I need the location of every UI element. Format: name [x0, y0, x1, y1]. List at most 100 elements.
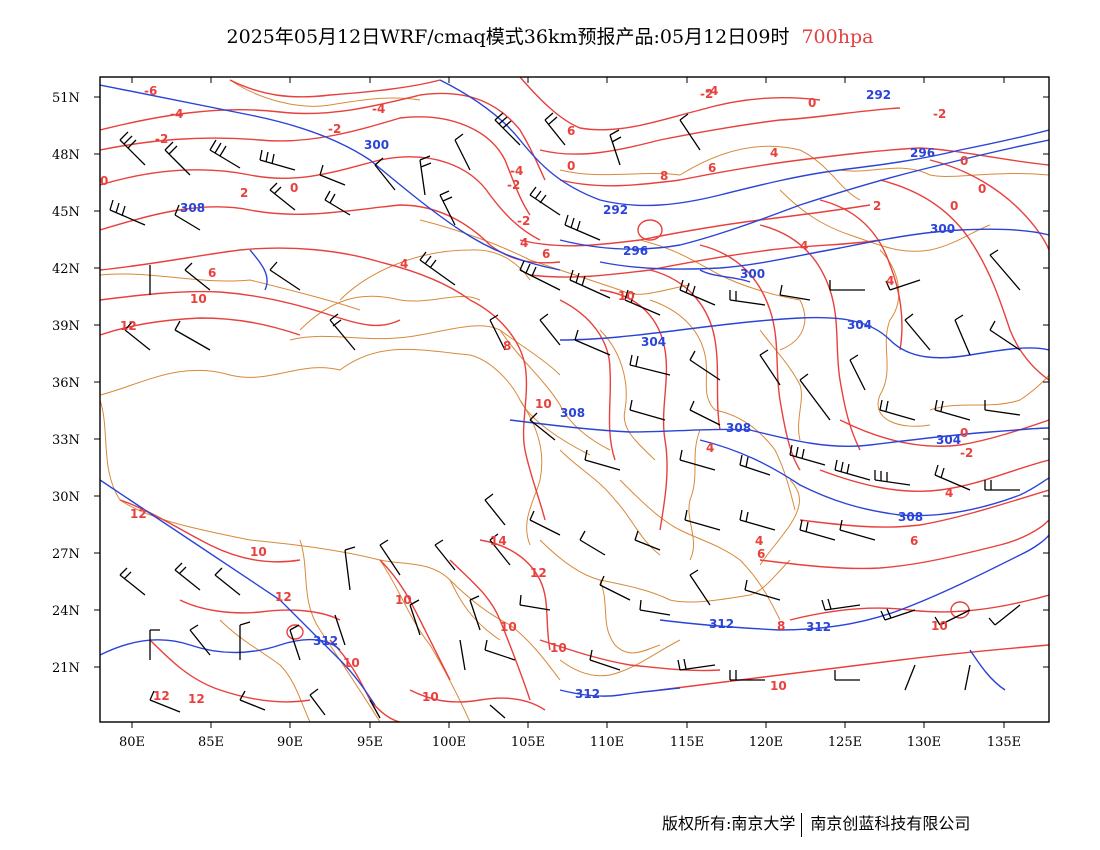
- lat-tick-label: 27N: [52, 547, 80, 562]
- map-title: 2025年05月12日WRF/cmaq模式36km预报产品:05月12日09时 7…: [0, 22, 1100, 49]
- boundary-lines: [100, 79, 1049, 722]
- height-label: 312: [575, 687, 600, 701]
- temp-label: -2: [960, 446, 973, 460]
- temp-label: -4: [170, 107, 183, 121]
- lat-tick-label: 45N: [52, 205, 80, 220]
- temp-label: 6: [567, 124, 575, 138]
- height-label: 296: [623, 244, 648, 258]
- lat-tick-label: 42N: [52, 262, 80, 277]
- height-label: 308: [726, 421, 751, 435]
- temp-label: 8: [660, 169, 668, 183]
- lon-tick-label: 90E: [277, 735, 303, 750]
- lon-tick-label: 100E: [432, 735, 466, 750]
- temp-label: 10: [500, 620, 517, 634]
- lat-tick-label: 24N: [52, 604, 80, 619]
- temp-label: 10: [343, 656, 360, 670]
- temp-label: 8: [503, 339, 511, 353]
- temp-label: 0: [567, 159, 575, 173]
- height-label: 296: [910, 146, 935, 160]
- temp-label: 12: [120, 319, 137, 333]
- temp-label: 10: [550, 641, 567, 655]
- temp-label: -4: [372, 102, 385, 116]
- lon-tick-label: 95E: [357, 735, 383, 750]
- lat-axis: [94, 96, 1049, 668]
- lon-tick-label: 105E: [511, 735, 545, 750]
- lat-tick-label: 39N: [52, 319, 80, 334]
- temp-label: 4: [800, 239, 808, 253]
- height-label: 312: [709, 617, 734, 631]
- temp-label: 6: [542, 247, 550, 261]
- lat-tick-label: 33N: [52, 433, 80, 448]
- temp-label: 4: [770, 146, 778, 160]
- temp-label: 4: [886, 274, 894, 288]
- temp-label: 6: [757, 547, 765, 561]
- temp-label: -2: [155, 132, 168, 146]
- temp-label: 12: [188, 692, 205, 706]
- lon-tick-label: 110E: [590, 735, 624, 750]
- lat-tick-label: 21N: [52, 661, 80, 676]
- temp-label: 4: [400, 257, 408, 271]
- temp-label: 0: [100, 174, 108, 188]
- temp-label: 10: [250, 545, 267, 559]
- lon-tick-label: 80E: [119, 735, 145, 750]
- lon-tick-label: 130E: [907, 735, 941, 750]
- temp-label: 10: [931, 619, 948, 633]
- height-label: 300: [930, 222, 955, 236]
- height-label: 292: [866, 88, 891, 102]
- height-label: 308: [898, 510, 923, 524]
- temp-label: 4: [755, 534, 763, 548]
- height-contour-labels: 292 296 300 304 308 312 300 308 292 296 …: [180, 88, 961, 701]
- lat-tick-label: 30N: [52, 490, 80, 505]
- temp-label: -2: [933, 107, 946, 121]
- height-label: 312: [806, 620, 831, 634]
- lon-tick-label: 135E: [987, 735, 1021, 750]
- lat-tick-label: 48N: [52, 148, 80, 163]
- temp-label: -4: [705, 84, 718, 98]
- temp-label: 10: [770, 679, 787, 693]
- lon-tick-label: 125E: [828, 735, 862, 750]
- temp-label: 2: [240, 186, 248, 200]
- temp-label: 6: [208, 266, 216, 280]
- temp-label: 0: [960, 154, 968, 168]
- height-label: 292: [603, 203, 628, 217]
- temp-label: 2: [873, 199, 881, 213]
- temp-label: 12: [153, 689, 170, 703]
- temp-label: 0: [960, 426, 968, 440]
- temp-label: -6: [144, 84, 157, 98]
- height-label: 304: [641, 335, 666, 349]
- temp-label: 0: [290, 181, 298, 195]
- height-label: 304: [936, 433, 961, 447]
- wind-barbs: [109, 112, 1021, 719]
- temp-label: -2: [700, 87, 713, 101]
- temp-label: 0: [978, 182, 986, 196]
- footer-divider: [801, 812, 803, 837]
- temp-label: 12: [275, 590, 292, 604]
- lat-tick-label: 36N: [52, 376, 80, 391]
- plot-frame: [99, 76, 1050, 723]
- temp-label: -4: [510, 164, 523, 178]
- company-name: 南京创蓝科技有限公司: [810, 814, 971, 833]
- temp-label: 6: [910, 534, 918, 548]
- lon-tick-label: 85E: [198, 735, 224, 750]
- height-label: 300: [364, 138, 389, 152]
- height-label: 312: [313, 634, 338, 648]
- temp-label: 4: [945, 486, 953, 500]
- map-layers: -6 -4 -2 0 2 4 6 8 10 12 14 -4 -2 0 4 6 …: [100, 77, 1049, 722]
- height-label: 308: [180, 201, 205, 215]
- footer-credits: 版权所有:南京大学 南京创蓝科技有限公司: [662, 810, 970, 837]
- pressure-level: 700hpa: [801, 26, 874, 48]
- temp-label: 6: [708, 161, 716, 175]
- temp-label: 8: [777, 619, 785, 633]
- temp-label: 10: [422, 690, 439, 704]
- temp-label: 10: [535, 397, 552, 411]
- lon-labels: 80E 85E 90E 95E 100E 105E 110E 115E 120E…: [119, 735, 1021, 750]
- temp-label: -2: [507, 178, 520, 192]
- copyright-text: 版权所有:南京大学: [662, 814, 796, 833]
- temperature-contours: [100, 77, 1049, 722]
- height-label: 304: [847, 318, 872, 332]
- temp-label: 0: [950, 199, 958, 213]
- temp-label: 0: [808, 96, 816, 110]
- height-label: 300: [740, 267, 765, 281]
- temp-label: 10: [618, 289, 635, 303]
- lon-tick-label: 115E: [670, 735, 704, 750]
